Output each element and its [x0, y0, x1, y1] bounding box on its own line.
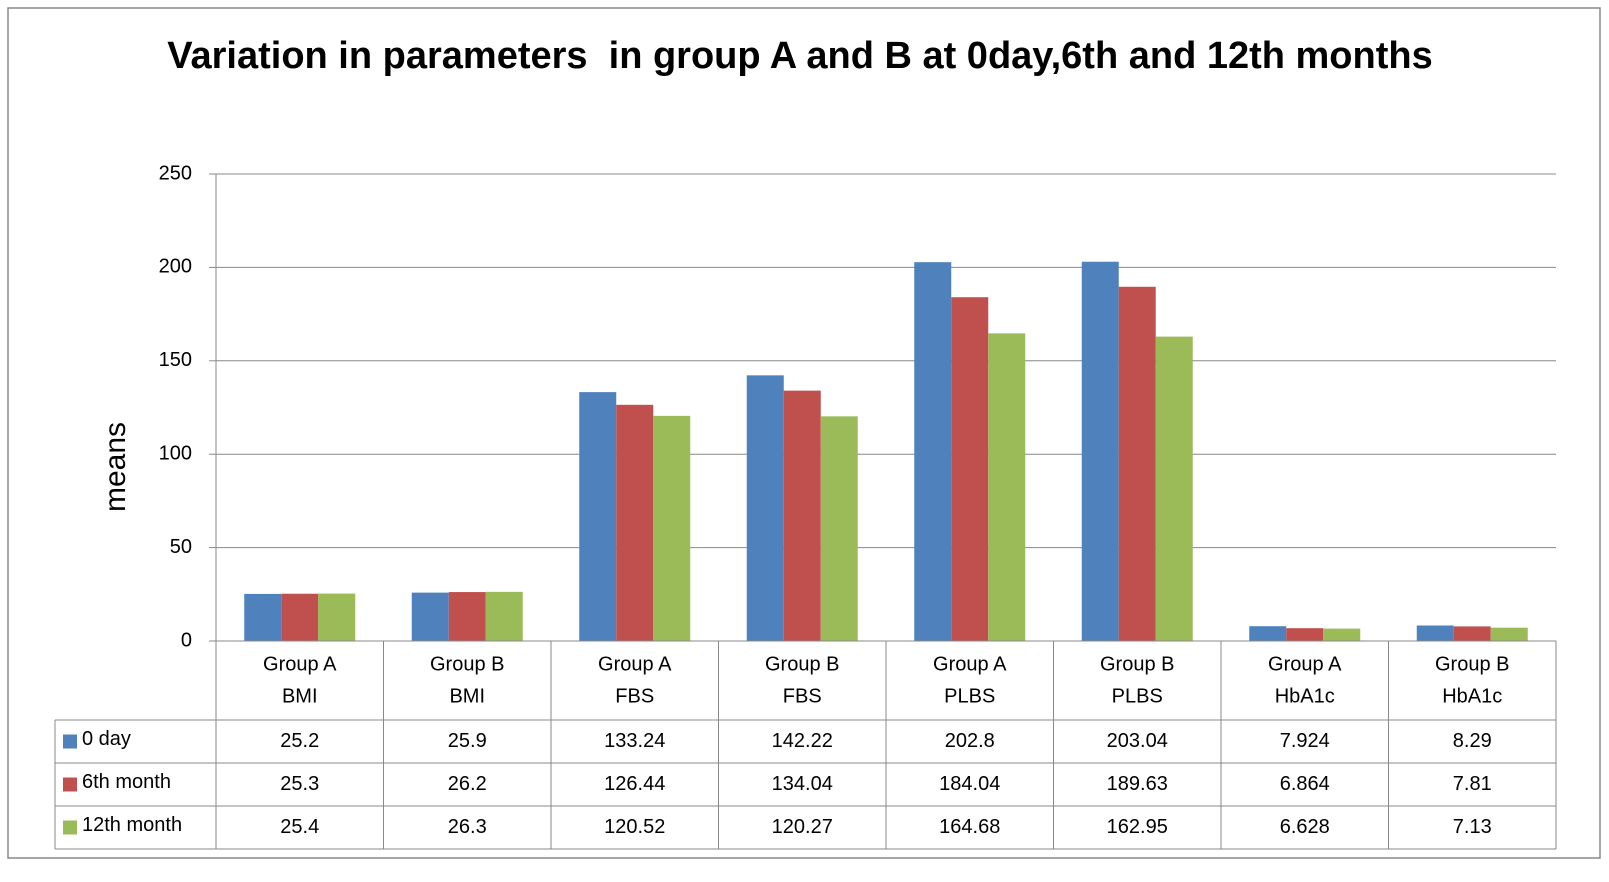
y-axis-label: means — [99, 422, 132, 512]
table-cell: 142.22 — [772, 730, 833, 752]
x-tick-label: HbA1c — [1275, 685, 1335, 707]
bar — [411, 592, 449, 641]
x-tick-label: Group B — [765, 653, 839, 675]
table-cell: 25.4 — [280, 816, 319, 838]
table-cell: 133.24 — [604, 730, 665, 752]
bar — [1249, 626, 1287, 641]
table-cell: 202.8 — [945, 730, 995, 752]
table-cell: 184.04 — [939, 773, 1000, 795]
bar — [951, 297, 989, 641]
table-cell: 25.3 — [280, 773, 319, 795]
bar — [616, 404, 654, 641]
bar — [1323, 628, 1361, 641]
x-tick-label: BMI — [449, 685, 485, 707]
x-tick-label: Group B — [1100, 653, 1174, 675]
y-tick-label: 250 — [159, 162, 192, 184]
y-tick-label: 200 — [159, 256, 192, 278]
table-cell: 8.29 — [1453, 730, 1492, 752]
table-cell: 6.864 — [1280, 773, 1330, 795]
x-tick-label: BMI — [282, 685, 318, 707]
bar — [1081, 261, 1119, 641]
table-cell: 120.52 — [604, 816, 665, 838]
legend-label: 0 day — [82, 728, 131, 750]
legend-swatch — [63, 820, 77, 835]
bar — [1155, 336, 1193, 641]
table-cell: 26.2 — [448, 773, 487, 795]
y-tick-label: 150 — [159, 349, 192, 371]
bar — [820, 416, 858, 641]
table-cell: 134.04 — [772, 773, 833, 795]
x-tick-label: Group B — [1435, 653, 1509, 675]
x-tick-label: Group A — [598, 653, 672, 675]
legend-label: 6th month — [82, 771, 171, 793]
y-tick-label: 50 — [170, 536, 192, 558]
x-tick-label: PLBS — [944, 685, 995, 707]
table-cell: 189.63 — [1107, 773, 1168, 795]
bar — [914, 262, 952, 641]
x-tick-label: PLBS — [1112, 685, 1163, 707]
table-cell: 120.27 — [772, 816, 833, 838]
bar — [1118, 286, 1156, 641]
x-tick-label: Group A — [263, 653, 337, 675]
table-cell: 6.628 — [1280, 816, 1330, 838]
table-cell: 162.95 — [1107, 816, 1168, 838]
table-cell: 126.44 — [604, 773, 665, 795]
bar — [579, 392, 617, 641]
table-cell: 7.81 — [1453, 773, 1492, 795]
chart-border — [7, 7, 1601, 859]
bar — [448, 592, 486, 641]
bar — [653, 415, 691, 641]
table-cell: 164.68 — [939, 816, 1000, 838]
bar — [1453, 626, 1491, 641]
bar — [1286, 628, 1324, 641]
bar — [281, 593, 319, 641]
table-cell: 7.924 — [1280, 730, 1330, 752]
table-cell: 25.9 — [448, 730, 487, 752]
bar — [1416, 625, 1454, 641]
bar — [1490, 627, 1528, 641]
table-cell: 26.3 — [448, 816, 487, 838]
x-tick-label: FBS — [615, 685, 654, 707]
table-cell: 7.13 — [1453, 816, 1492, 838]
x-tick-label: Group A — [933, 653, 1007, 675]
x-tick-label: Group B — [430, 653, 504, 675]
bar — [318, 593, 356, 641]
chart-title: Variation in parameters in group A and B… — [167, 35, 1433, 77]
legend-swatch — [63, 734, 77, 749]
bar — [783, 390, 821, 641]
bar — [988, 333, 1026, 641]
bar — [244, 593, 282, 641]
x-tick-label: FBS — [783, 685, 822, 707]
x-tick-label: Group A — [1268, 653, 1342, 675]
x-tick-label: HbA1c — [1442, 685, 1502, 707]
table-cell: 203.04 — [1107, 730, 1168, 752]
bar — [746, 375, 784, 641]
table-cell: 25.2 — [280, 730, 319, 752]
y-tick-label: 0 — [181, 629, 192, 651]
legend-swatch — [63, 777, 77, 792]
legend-label: 12th month — [82, 814, 182, 836]
bar — [485, 591, 523, 641]
y-tick-label: 100 — [159, 442, 192, 464]
